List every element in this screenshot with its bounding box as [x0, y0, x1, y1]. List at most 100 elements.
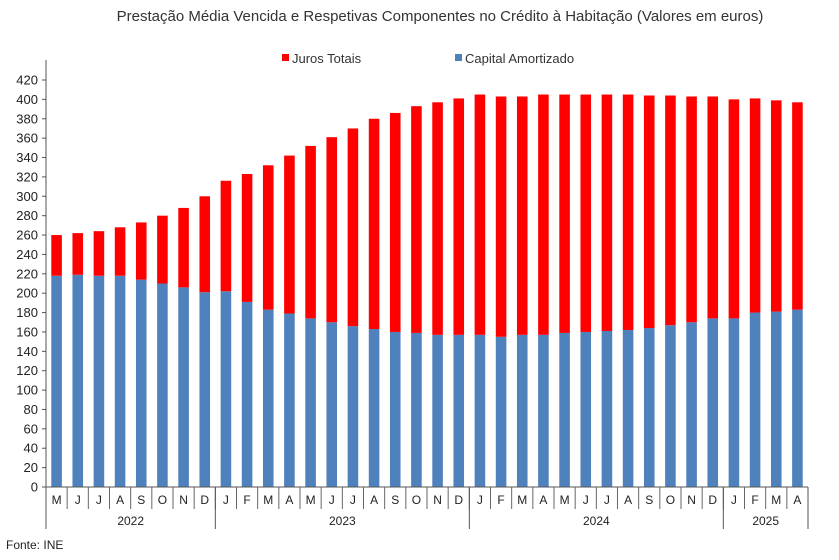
bar-juros-totais [559, 94, 570, 333]
x-month-label: N [179, 493, 188, 507]
y-tick-label: 260 [16, 228, 38, 243]
y-tick-label: 420 [16, 73, 38, 88]
bar-juros-totais [770, 100, 782, 312]
bar-capital-amortizado [559, 332, 570, 487]
bar-capital-amortizado [622, 330, 634, 487]
bar-capital-amortizado [411, 332, 422, 487]
x-month-label: M [560, 493, 570, 507]
bar-juros-totais [643, 95, 655, 329]
bar-capital-amortizado [516, 334, 528, 487]
y-tick-label: 180 [16, 305, 38, 320]
bar-juros-totais [305, 145, 316, 319]
bar-juros-totais [707, 96, 719, 319]
bar-juros-totais [622, 94, 634, 331]
bar-juros-totais [538, 94, 549, 335]
bar-juros-totais [495, 96, 507, 337]
bar-juros-totais [453, 98, 465, 335]
y-tick-label: 200 [16, 286, 38, 301]
bar-capital-amortizado [749, 312, 761, 487]
x-month-label: J [329, 493, 335, 507]
y-tick-label: 160 [16, 324, 38, 339]
bar-capital-amortizado [707, 318, 719, 487]
bar-capital-amortizado [157, 283, 168, 487]
y-tick-label: 300 [16, 189, 38, 204]
bar-capital-amortizado [432, 334, 443, 487]
bar-capital-amortizado [453, 334, 465, 487]
bar-capital-amortizado [135, 279, 147, 487]
x-year-label: 2024 [583, 514, 610, 528]
bar-capital-amortizado [262, 309, 274, 487]
bar-capital-amortizado [199, 292, 211, 487]
x-year-label: 2022 [117, 514, 144, 528]
bar-juros-totais [135, 222, 147, 280]
bar-juros-totais [157, 215, 168, 284]
bar-juros-totais [114, 227, 126, 276]
x-month-label: F [243, 493, 250, 507]
bar-capital-amortizado [580, 331, 592, 487]
bar-capital-amortizado [220, 291, 232, 487]
bar-juros-totais [368, 118, 380, 330]
bar-capital-amortizado [72, 274, 84, 487]
bar-juros-totais [728, 99, 740, 319]
x-month-label: M [263, 493, 273, 507]
y-tick-label: 60 [24, 421, 38, 436]
bar-juros-totais [389, 112, 401, 332]
y-tick-label: 140 [16, 344, 38, 359]
bar-capital-amortizado [326, 322, 338, 487]
legend-swatch-juros-totais [282, 54, 289, 61]
bar-juros-totais [178, 207, 189, 288]
bar-juros-totais [686, 96, 697, 323]
bar-juros-totais [72, 233, 84, 275]
bar-capital-amortizado [178, 287, 189, 487]
x-month-label: O [158, 493, 167, 507]
bar-juros-totais [411, 106, 422, 333]
x-month-label: M [52, 493, 62, 507]
x-month-label: J [731, 493, 737, 507]
x-month-label: A [793, 493, 801, 507]
bar-juros-totais [199, 196, 211, 293]
bar-capital-amortizado [368, 329, 380, 487]
legend-label-capital-amortizado: Capital Amortizado [465, 51, 574, 66]
legend-swatch-capital-amortizado [455, 54, 462, 61]
x-month-label: A [370, 493, 378, 507]
y-tick-label: 380 [16, 111, 38, 126]
x-month-label: J [96, 493, 102, 507]
bar-juros-totais [93, 231, 105, 276]
x-month-label: A [539, 493, 547, 507]
x-month-label: A [116, 493, 124, 507]
chart-title: Prestação Média Vencida e Respetivas Com… [116, 8, 764, 25]
y-tick-label: 100 [16, 383, 38, 398]
legend: Juros Totais Capital Amortizado [282, 51, 574, 66]
y-tick-label: 20 [24, 460, 38, 475]
bar-juros-totais [326, 137, 338, 323]
bar-juros-totais [516, 96, 528, 335]
x-month-label: D [708, 493, 717, 507]
x-month-label: F [497, 493, 504, 507]
bar-juros-totais [241, 173, 253, 302]
bar-juros-totais [284, 155, 295, 314]
y-tick-label: 360 [16, 131, 38, 146]
bar-capital-amortizado [601, 330, 613, 487]
bar-juros-totais [220, 180, 232, 292]
y-tick-label: 240 [16, 247, 38, 262]
x-month-label: J [350, 493, 356, 507]
bar-capital-amortizado [538, 334, 549, 487]
x-month-label: J [75, 493, 81, 507]
bar-capital-amortizado [665, 325, 676, 487]
bar-capital-amortizado [389, 331, 401, 487]
x-month-label: N [433, 493, 442, 507]
x-month-label: D [200, 493, 209, 507]
bar-juros-totais [474, 94, 486, 335]
y-tick-label: 220 [16, 266, 38, 281]
bar-capital-amortizado [93, 275, 105, 487]
bar-capital-amortizado [643, 328, 655, 487]
bar-capital-amortizado [347, 326, 359, 487]
x-month-label: S [645, 493, 653, 507]
bar-capital-amortizado [284, 313, 295, 487]
x-month-label: J [477, 493, 483, 507]
bar-juros-totais [792, 102, 803, 310]
x-month-label: S [391, 493, 399, 507]
y-tick-label: 340 [16, 150, 38, 165]
bar-capital-amortizado [686, 322, 697, 487]
bar-capital-amortizado [241, 301, 253, 487]
